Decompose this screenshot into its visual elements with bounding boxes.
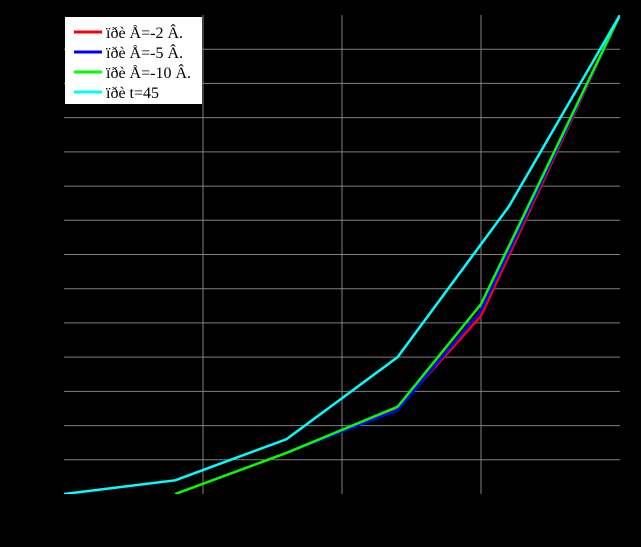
legend-label: ïðè t=45 bbox=[105, 85, 159, 102]
legend-label: ïðè Å=-5 Â. bbox=[105, 43, 183, 62]
legend-label: ïðè Å=-2 Â. bbox=[105, 23, 183, 42]
legend-entry: ïðè Å=-5 Â. bbox=[74, 43, 183, 62]
series-lines bbox=[64, 15, 620, 494]
legend-entry: ïðè t=45 bbox=[74, 85, 159, 102]
legend-label: ïðè Å=-10 Â. bbox=[105, 63, 191, 82]
legend-entry: ïðè Å=-2 Â. bbox=[74, 23, 183, 42]
series-line bbox=[174, 15, 620, 494]
series-line bbox=[64, 15, 620, 494]
legend: ïðè Å=-2 Â. ïðè Å=-5 Â. ïðè Å=-10 Â. ïðè… bbox=[65, 17, 202, 104]
legend-entry: ïðè Å=-10 Â. bbox=[74, 63, 191, 82]
grid bbox=[64, 15, 620, 494]
